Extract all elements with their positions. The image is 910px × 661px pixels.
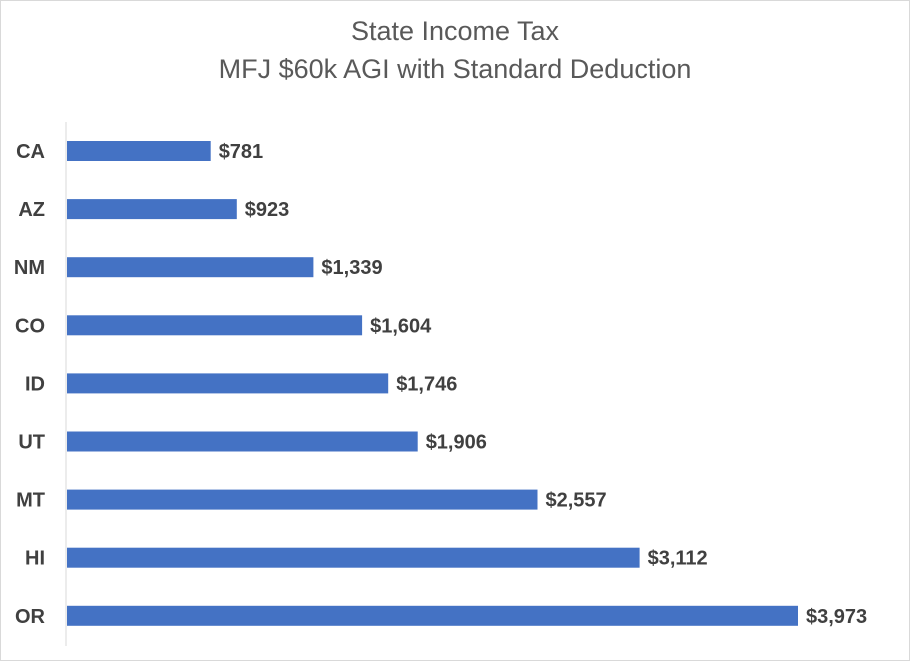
bar-az <box>67 199 237 220</box>
category-label-co: CO <box>15 315 45 337</box>
chart-title-block: State Income Tax MFJ $60k AGI with Stand… <box>0 12 910 88</box>
bar-hi <box>67 547 640 568</box>
data-label-hi: $3,112 <box>648 548 708 570</box>
data-label-ut: $1,906 <box>426 432 487 454</box>
bar-mt <box>67 489 538 510</box>
category-label-hi: HI <box>25 548 45 570</box>
bar-nm <box>67 257 314 278</box>
category-label-ca: CA <box>16 141 45 163</box>
category-labels: CA AZ NM CO ID UT MT HI OR <box>14 141 46 628</box>
bar-or <box>67 605 798 626</box>
category-label-nm: NM <box>14 257 45 279</box>
bar-id <box>67 373 389 394</box>
data-label-mt: $2,557 <box>546 490 607 512</box>
category-label-ut: UT <box>18 432 45 454</box>
data-label-or: $3,973 <box>806 606 867 628</box>
data-label-co: $1,604 <box>370 315 432 337</box>
chart-title: State Income Tax <box>350 16 560 46</box>
bar-co <box>67 315 363 336</box>
category-label-az: AZ <box>18 199 45 221</box>
chart-subtitle: MFJ $60k AGI with Standard Deduction <box>218 54 692 84</box>
bar-ca <box>67 141 211 161</box>
bar-ut <box>67 431 418 452</box>
data-label-id: $1,746 <box>396 373 457 395</box>
bars-layer <box>67 141 798 626</box>
data-label-az: $923 <box>245 199 289 221</box>
category-label-id: ID <box>25 373 45 395</box>
data-label-nm: $1,339 <box>321 257 382 279</box>
category-label-or: OR <box>15 606 46 628</box>
data-label-ca: $781 <box>219 141 264 163</box>
category-label-mt: MT <box>16 490 45 512</box>
data-labels: $781 $923 $1,339 $1,604 $1,746 $1,906 $2,557 $3… <box>219 141 867 628</box>
